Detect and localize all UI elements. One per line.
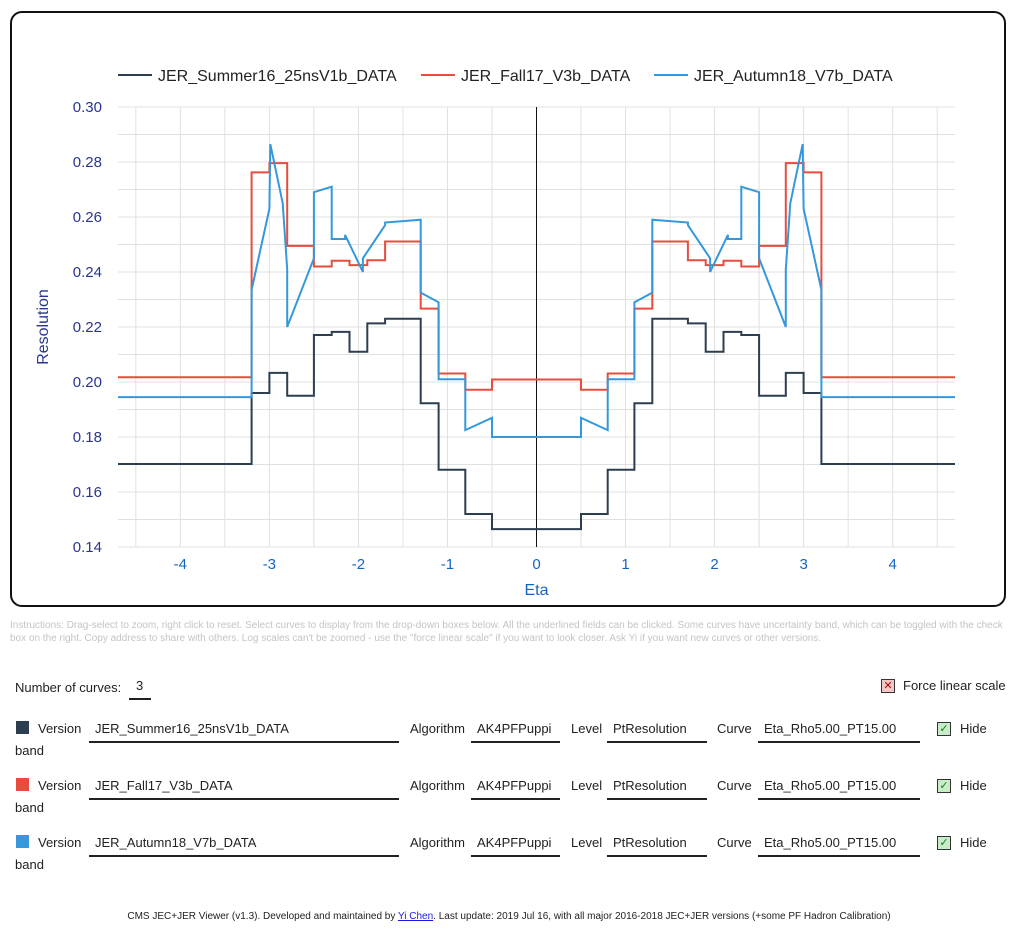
- num-curves-label: Number of curves:: [15, 680, 122, 695]
- x-axis-title: Eta: [524, 582, 548, 599]
- curve-2-hide-band-checkbox[interactable]: ✓: [937, 779, 951, 793]
- force-linear-label: Force linear scale: [903, 678, 1006, 693]
- curve-3-curve-select[interactable]: Eta_Rho5.00_PT15.00: [758, 835, 920, 857]
- legend-label-2[interactable]: JER_Fall17_V3b_DATA: [461, 68, 631, 85]
- curve-2-version-select[interactable]: JER_Fall17_V3b_DATA: [89, 778, 399, 800]
- curve-3-level-select[interactable]: PtResolution: [607, 835, 707, 857]
- x-tick-label: -1: [441, 556, 454, 573]
- curve-2-level-label: Level: [571, 778, 603, 793]
- curve-1-version-select[interactable]: JER_Summer16_25nsV1b_DATA: [89, 721, 399, 743]
- x-tick-label: 3: [799, 556, 807, 573]
- curve-2-level-select[interactable]: PtResolution: [607, 778, 707, 800]
- x-tick-label: 1: [621, 556, 629, 573]
- curve-2-algorithm-select[interactable]: AK4PFPuppi: [471, 778, 560, 800]
- x-tick-label: 4: [888, 556, 896, 573]
- curve-3-hide-label: Hide: [960, 835, 987, 850]
- x-tick-label: -4: [174, 556, 187, 573]
- y-tick-label: 0.24: [73, 264, 102, 281]
- curve-1-color-swatch: [16, 721, 29, 734]
- curve-1-level-label: Level: [571, 721, 603, 736]
- curve-3-hide-band-checkbox[interactable]: ✓: [937, 836, 951, 850]
- y-tick-label: 0.20: [73, 374, 102, 391]
- x-tick-label: 2: [710, 556, 718, 573]
- curve-3-algorithm-select[interactable]: AK4PFPuppi: [471, 835, 560, 857]
- y-tick-label: 0.30: [73, 99, 102, 116]
- curve-1-hide-label: Hide: [960, 721, 987, 736]
- curve-1-hide-band-checkbox[interactable]: ✓: [937, 722, 951, 736]
- curve-1-curve-label: Curve: [717, 721, 752, 736]
- y-tick-label: 0.28: [73, 154, 102, 171]
- curve-3-version-label: Version: [38, 835, 82, 850]
- curve-2-version-label: Version: [38, 778, 82, 793]
- x-tick-label: 0: [532, 556, 540, 573]
- series-line-1: [118, 317, 955, 531]
- curve-2-band-label: band: [15, 800, 44, 815]
- curve-1-band-label: band: [15, 743, 44, 758]
- y-axis-title: Resolution: [35, 289, 52, 365]
- curve-1-algorithm-select[interactable]: AK4PFPuppi: [471, 721, 560, 743]
- curve-1-algorithm-label: Algorithm: [410, 721, 465, 736]
- legend-label-3[interactable]: JER_Autumn18_V7b_DATA: [694, 68, 893, 85]
- force-linear-checkbox[interactable]: ✕: [881, 679, 895, 693]
- instructions-text: Instructions: Drag-select to zoom, right…: [10, 620, 1003, 644]
- y-tick-label: 0.22: [73, 319, 102, 336]
- y-tick-label: 0.18: [73, 429, 102, 446]
- curve-2-hide-label: Hide: [960, 778, 987, 793]
- curve-2-algorithm-label: Algorithm: [410, 778, 465, 793]
- curve-3-curve-label: Curve: [717, 835, 752, 850]
- resolution-chart[interactable]: 0.14 0.16 0.18 0.20 0.22 0.24 0.26 0.28 0.30 -4 -3…: [12, 13, 1008, 609]
- curve-2-color-swatch: [16, 778, 29, 791]
- curve-2-curve-select[interactable]: Eta_Rho5.00_PT15.00: [758, 778, 920, 800]
- curve-1-level-select[interactable]: PtResolution: [607, 721, 707, 743]
- chart-panel[interactable]: 0.14 0.16 0.18 0.20 0.22 0.24 0.26 0.28 0.30 -4 -3…: [10, 11, 1006, 607]
- y-tick-label: 0.26: [73, 209, 102, 226]
- footer: CMS JEC+JER Viewer (v1.3). Developed and…: [0, 911, 1018, 922]
- legend-label-1[interactable]: JER_Summer16_25nsV1b_DATA: [158, 68, 397, 85]
- curve-3-color-swatch: [16, 835, 29, 848]
- curve-3-version-select[interactable]: JER_Autumn18_V7b_DATA: [89, 835, 399, 857]
- x-tick-label: -3: [263, 556, 276, 573]
- y-tick-label: 0.14: [73, 539, 102, 556]
- curve-3-level-label: Level: [571, 835, 603, 850]
- curve-1-version-label: Version: [38, 721, 82, 736]
- curve-3-band-label: band: [15, 857, 44, 872]
- curve-2-curve-label: Curve: [717, 778, 752, 793]
- series-line-2: [118, 162, 955, 391]
- series-line-3: [118, 143, 955, 438]
- curve-3-algorithm-label: Algorithm: [410, 835, 465, 850]
- x-tick-label: -2: [352, 556, 365, 573]
- y-tick-label: 0.16: [73, 484, 102, 501]
- curve-1-curve-select[interactable]: Eta_Rho5.00_PT15.00: [758, 721, 920, 743]
- footer-prefix: CMS JEC+JER Viewer (v1.3). Developed and…: [127, 911, 398, 922]
- author-link[interactable]: Yi Chen: [397, 911, 434, 922]
- num-curves-select[interactable]: 3: [129, 678, 151, 700]
- footer-suffix: . Last update: 2019 Jul 16, with all maj…: [433, 911, 891, 922]
